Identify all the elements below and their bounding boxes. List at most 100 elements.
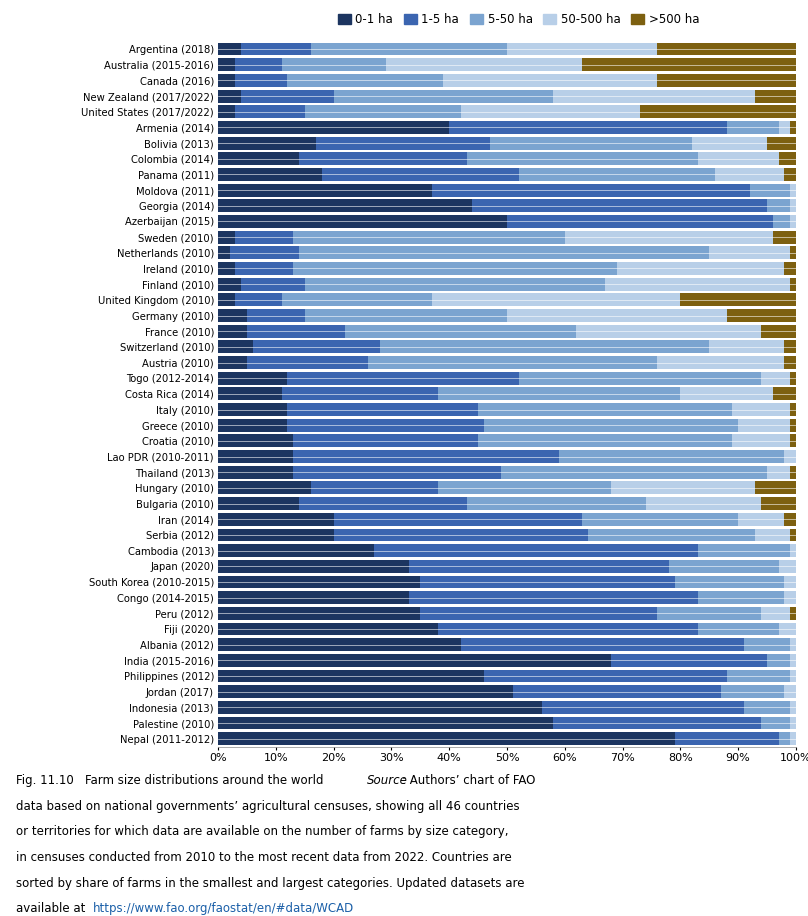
Bar	[218, 74, 235, 87]
Bar	[790, 419, 796, 431]
Bar	[790, 200, 796, 213]
Bar	[565, 231, 772, 244]
Bar	[218, 246, 229, 259]
Text: or territories for which data are available on the number of farms by size categ: or territories for which data are availa…	[16, 825, 509, 838]
Bar	[779, 152, 796, 165]
Bar	[697, 544, 790, 557]
Bar	[790, 654, 796, 667]
Bar	[235, 74, 288, 87]
Bar	[779, 732, 790, 745]
Bar	[761, 607, 790, 620]
Bar	[218, 623, 438, 636]
Bar	[449, 121, 726, 134]
Bar	[229, 246, 299, 259]
Bar	[235, 293, 282, 306]
Bar	[709, 246, 790, 259]
Bar	[466, 497, 646, 510]
Bar	[218, 372, 288, 385]
Text: https://www.fao.org/faostat/en/#data/WCAD: https://www.fao.org/faostat/en/#data/WCA…	[93, 902, 354, 915]
Bar	[715, 168, 785, 180]
Bar	[657, 43, 796, 56]
Bar	[218, 215, 507, 228]
Bar	[755, 482, 796, 495]
Bar	[461, 638, 744, 651]
Bar	[218, 152, 299, 165]
Bar	[218, 121, 449, 134]
Bar	[218, 434, 293, 447]
Bar	[785, 262, 796, 275]
Bar	[385, 59, 582, 71]
Bar	[785, 168, 796, 180]
Bar	[218, 513, 334, 526]
Bar	[755, 90, 796, 103]
Bar	[420, 607, 657, 620]
Bar	[790, 701, 796, 714]
Bar	[293, 450, 559, 463]
Bar	[317, 136, 490, 149]
Bar	[409, 591, 697, 604]
Bar	[293, 262, 617, 275]
Bar	[218, 497, 299, 510]
Bar	[310, 482, 438, 495]
Bar	[785, 513, 796, 526]
Bar	[218, 638, 461, 651]
Bar	[779, 623, 796, 636]
Bar	[761, 497, 796, 510]
Bar	[299, 152, 466, 165]
Bar	[466, 152, 697, 165]
Bar	[617, 262, 785, 275]
Bar	[322, 168, 519, 180]
Bar	[218, 685, 513, 698]
Bar	[218, 607, 420, 620]
Bar	[692, 136, 767, 149]
Bar	[790, 246, 796, 259]
Bar	[605, 278, 790, 290]
Bar	[519, 372, 761, 385]
Bar	[288, 372, 519, 385]
Bar	[218, 450, 293, 463]
Bar	[484, 670, 726, 682]
Bar	[779, 121, 790, 134]
Bar	[334, 513, 582, 526]
Bar	[218, 560, 409, 572]
Bar	[785, 450, 796, 463]
Bar	[288, 403, 478, 416]
Bar	[253, 341, 380, 354]
Bar	[588, 529, 755, 541]
Bar	[432, 184, 750, 197]
Bar	[490, 136, 692, 149]
Bar	[553, 90, 755, 103]
Bar	[675, 732, 779, 745]
Bar	[218, 325, 247, 338]
Bar	[790, 372, 796, 385]
Bar	[732, 403, 790, 416]
Bar	[218, 293, 235, 306]
Bar	[438, 387, 680, 400]
Bar	[767, 466, 790, 479]
Bar	[785, 591, 796, 604]
Bar	[310, 43, 507, 56]
Text: in censuses conducted from 2010 to the most recent data from 2022. Countries are: in censuses conducted from 2010 to the m…	[16, 851, 512, 864]
Bar	[709, 341, 785, 354]
Bar	[484, 419, 739, 431]
Text: data based on national governments’ agricultural censuses, showing all 46 countr: data based on national governments’ agri…	[16, 800, 520, 812]
Bar	[218, 262, 235, 275]
Bar	[721, 685, 785, 698]
Bar	[288, 419, 484, 431]
Bar	[218, 529, 334, 541]
Bar	[790, 434, 796, 447]
Bar	[761, 716, 790, 729]
Bar	[790, 121, 796, 134]
Bar	[790, 716, 796, 729]
Bar	[478, 403, 732, 416]
Bar	[305, 309, 507, 322]
Bar	[368, 356, 657, 369]
Bar	[772, 387, 796, 400]
Text: available at: available at	[16, 902, 93, 915]
Bar	[576, 325, 761, 338]
Bar	[282, 293, 432, 306]
Bar	[305, 105, 461, 118]
Bar	[461, 105, 640, 118]
Bar	[218, 701, 541, 714]
Bar	[767, 136, 796, 149]
